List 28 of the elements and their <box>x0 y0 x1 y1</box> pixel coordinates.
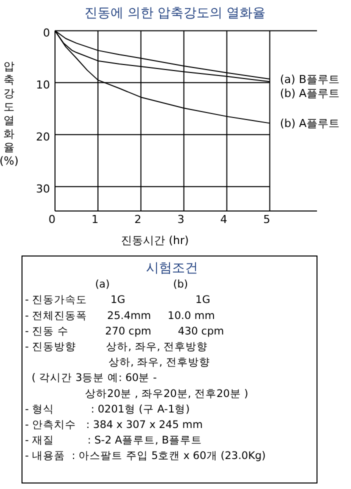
text: - 전체진동폭 25.4mm 10.0 mm <box>25 310 215 322</box>
text: (a) (b) <box>25 278 188 291</box>
y-axis-title: 압축강도열화율(%) <box>0 60 19 168</box>
text: - 내용품 : 아스팔트 주입 5호캔 x 60개 (23.0Kg) <box>25 450 266 462</box>
text: - 형식 : 0201형 (구 A-1형) <box>25 403 190 416</box>
text: - 재질 : S-2 A플루트, B플루트 <box>25 434 202 447</box>
text: - 진동방향 상하, 좌우, 전후방향 <box>25 341 208 353</box>
y-tick-label: 10 <box>36 78 50 92</box>
chart-title: 진동에 의한 압축강도의 열화율 <box>84 6 266 21</box>
series-label: (b) A플루트 <box>280 117 340 130</box>
series-label: (a) B플루트 <box>280 73 340 86</box>
y-tick-label: 0 <box>43 26 50 40</box>
x-tick-label: 1 <box>91 213 98 226</box>
y-tick-label: 20 <box>36 130 50 144</box>
x-axis-title: 진동시간 (hr) <box>121 234 189 247</box>
x-tick-label: 2 <box>134 213 142 226</box>
text: ( 각시간 3등분 예: 60분 - <box>25 372 158 384</box>
y-tick-label: 30 <box>36 182 50 196</box>
x-tick-label: 5 <box>263 213 270 226</box>
text: - 안측치수 : 384 x 307 x 245 mm <box>25 419 203 431</box>
x-tick-label: 4 <box>220 213 228 226</box>
text: 시험조건 <box>146 261 198 276</box>
text: - 진동가속도 1G 1G <box>25 294 210 306</box>
series-label: (b) A플루트 <box>280 87 340 100</box>
text: 상하20분 , 좌우20분, 전후20분 ) <box>25 388 248 400</box>
text: - 진동 수 270 cpm 430 cpm <box>25 325 224 338</box>
text: 상하, 좌우, 전후방향 <box>25 356 210 369</box>
x-tick-label: 3 <box>177 213 184 226</box>
